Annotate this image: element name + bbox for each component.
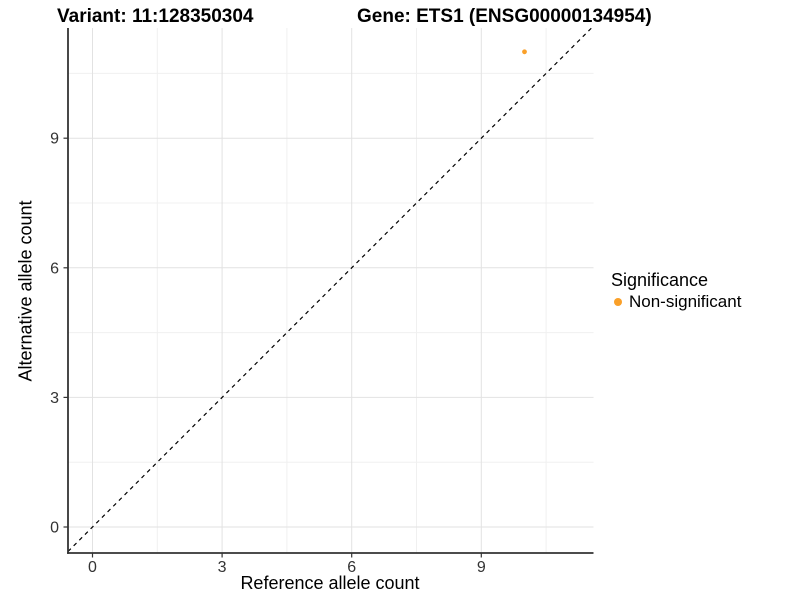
- identity-line: [67, 27, 592, 552]
- x-tick-label: 6: [347, 559, 356, 576]
- y-tick-label: 3: [50, 390, 59, 407]
- data-point: [522, 49, 527, 55]
- legend-item-label: Non-significant: [629, 292, 742, 311]
- x-tick-label: 0: [88, 559, 97, 576]
- variant-title: Variant: 11:128350304: [57, 6, 254, 27]
- y-tick-label: 0: [50, 520, 59, 537]
- legend: Significance Non-significant: [610, 270, 741, 312]
- x-tick-label: 9: [477, 559, 486, 576]
- legend-title: Significance: [611, 270, 709, 290]
- legend-item-non-significant: Non-significant: [610, 292, 741, 312]
- y-tick-label: 6: [50, 260, 59, 277]
- x-axis-title: Reference allele count: [240, 573, 420, 593]
- x-tick-label: 3: [218, 559, 227, 576]
- legend-point-icon: [614, 298, 622, 306]
- y-tick-label: 9: [50, 131, 59, 148]
- y-axis-title: Alternative allele count: [15, 200, 36, 382]
- gene-title: Gene: ETS1 (ENSG00000134954): [357, 6, 652, 27]
